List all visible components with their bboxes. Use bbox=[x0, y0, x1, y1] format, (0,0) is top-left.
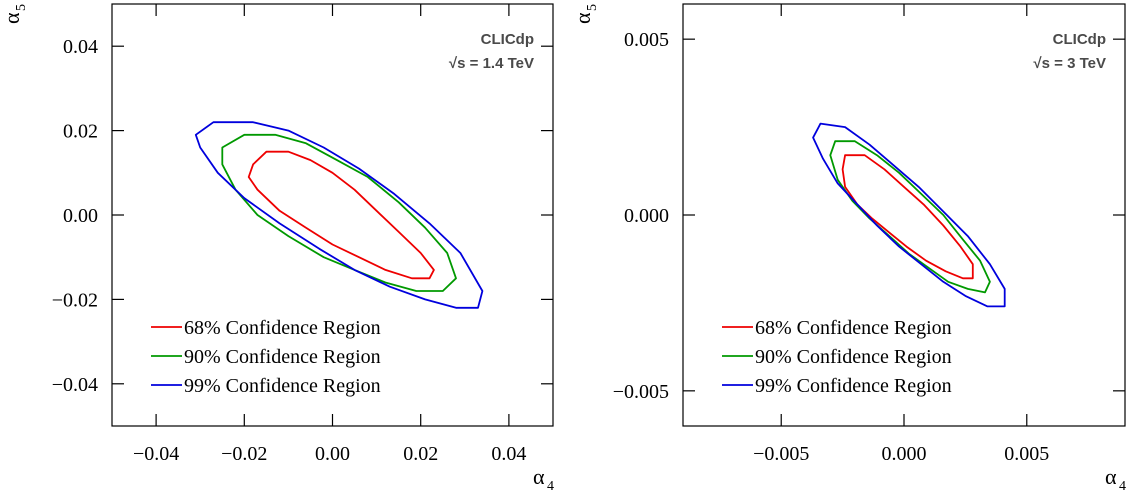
x-tick-label: −0.005 bbox=[753, 443, 809, 465]
legend-label: 68% Confidence Region bbox=[184, 317, 381, 339]
y-tick-label: 0.02 bbox=[63, 121, 98, 143]
x-tick-label: 0.04 bbox=[491, 443, 526, 465]
x-tick-label: 0.000 bbox=[882, 443, 927, 465]
legend-label: 99% Confidence Region bbox=[184, 375, 381, 397]
x-axis-label-subscript: 4 bbox=[1119, 479, 1126, 492]
x-axis-label: α bbox=[1105, 464, 1117, 489]
energy-label: √s = 1.4 TeV bbox=[449, 55, 534, 72]
y-axis-label-subscript: 5 bbox=[585, 4, 600, 11]
x-tick-label: −0.04 bbox=[133, 443, 179, 465]
energy-label: √s = 3 TeV bbox=[1033, 55, 1106, 72]
y-tick-label: 0.04 bbox=[63, 36, 98, 58]
y-tick-label: 0.005 bbox=[624, 29, 669, 51]
contour-68 bbox=[247, 150, 435, 280]
y-tick-label: −0.02 bbox=[52, 289, 98, 311]
x-tick-label: 0.02 bbox=[403, 443, 438, 465]
y-axis-label: α bbox=[0, 12, 24, 24]
contour-68 bbox=[841, 154, 974, 280]
y-tick-label: 0.000 bbox=[624, 205, 669, 227]
x-tick-label: −0.02 bbox=[221, 443, 267, 465]
x-tick-label: 0.00 bbox=[315, 443, 350, 465]
legend: 68% Confidence Region 90% Confidence Regi… bbox=[151, 317, 381, 397]
y-axis-label: α bbox=[570, 12, 595, 24]
collaboration-label: CLICdp bbox=[481, 31, 534, 48]
legend: 68% Confidence Region 90% Confidence Regi… bbox=[722, 317, 952, 397]
x-axis-label-subscript: 4 bbox=[547, 479, 554, 492]
x-axis-label: α bbox=[533, 464, 545, 489]
y-tick-label: −0.005 bbox=[613, 381, 669, 403]
contour-90 bbox=[221, 133, 457, 292]
y-tick-label: −0.04 bbox=[52, 374, 98, 396]
y-tick-label: 0.00 bbox=[63, 205, 98, 227]
contour-99 bbox=[194, 121, 484, 309]
chart-panel-1: −0.04 −0.02 0.00 0.02 0.04 −0.04 −0.02 0.00 0.02… bbox=[0, 3, 554, 492]
contour-90 bbox=[829, 140, 991, 294]
legend-label: 99% Confidence Region bbox=[755, 375, 952, 397]
legend-label: 68% Confidence Region bbox=[755, 317, 952, 339]
legend-label: 90% Confidence Region bbox=[755, 346, 952, 368]
y-axis-label-group: α5 bbox=[570, 4, 600, 24]
collaboration-label: CLICdp bbox=[1053, 31, 1106, 48]
chart-panel-2: −0.005 0.000 0.005 −0.005 0.000 0.005 CLICdp √s… bbox=[570, 3, 1126, 492]
contour-99 bbox=[812, 122, 1006, 308]
x-tick-label: 0.005 bbox=[1004, 443, 1049, 465]
y-axis-label-group: α5 bbox=[0, 4, 29, 24]
legend-label: 90% Confidence Region bbox=[184, 346, 381, 368]
y-axis-label-subscript: 5 bbox=[14, 4, 29, 11]
